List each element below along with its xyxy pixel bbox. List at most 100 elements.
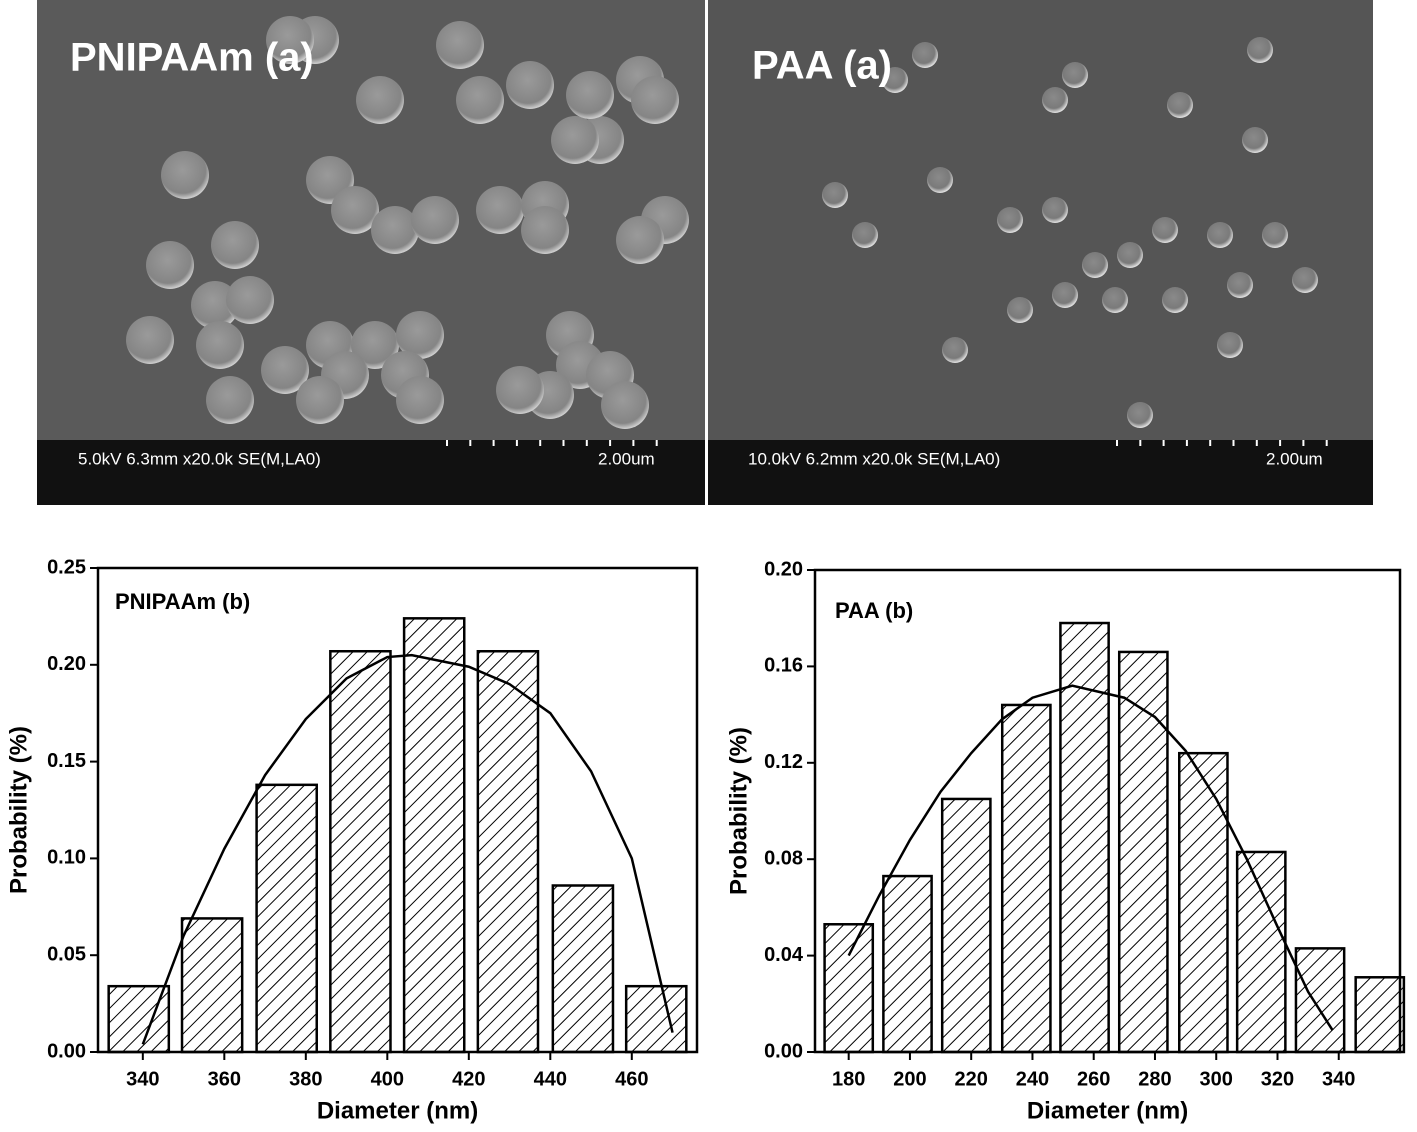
bar bbox=[255, 783, 318, 1054]
y-axis-label: Probability (%) bbox=[725, 727, 752, 895]
image-info: 10.0kV 6.2mm x20.0k SE(M,LA0) bbox=[748, 449, 1000, 468]
fit-curve bbox=[847, 684, 1334, 1031]
bar bbox=[1354, 976, 1406, 1054]
bar bbox=[476, 649, 540, 1054]
bar bbox=[1235, 850, 1287, 1054]
particle bbox=[1207, 222, 1233, 248]
x-tick-label: 380 bbox=[289, 1068, 322, 1090]
particle bbox=[852, 222, 878, 248]
particle bbox=[822, 182, 848, 208]
image-label: PAA (a) bbox=[752, 44, 892, 88]
bar bbox=[329, 649, 392, 1054]
bar bbox=[940, 797, 992, 1054]
particle bbox=[1102, 287, 1128, 313]
particle bbox=[331, 186, 379, 234]
particle bbox=[161, 151, 209, 199]
bar bbox=[624, 984, 688, 1054]
sem-image: PAA (a) 10.0kV 6.2mm x20.0k SE(M,LA0) 2.… bbox=[708, 0, 1373, 505]
plot-frame bbox=[96, 566, 699, 1054]
particle bbox=[1292, 267, 1318, 293]
particle bbox=[521, 206, 569, 254]
bar bbox=[1178, 751, 1229, 1054]
x-axis-label: Diameter (nm) bbox=[317, 1097, 478, 1124]
particle bbox=[266, 16, 314, 64]
plot-frame bbox=[813, 568, 1402, 1054]
particle bbox=[496, 366, 544, 414]
y-axis-label: Probability (%) bbox=[5, 726, 32, 894]
y-tick-label: 0.00 bbox=[764, 1040, 803, 1062]
bar bbox=[882, 874, 933, 1054]
bar bbox=[402, 617, 466, 1054]
x-tick-label: 360 bbox=[208, 1068, 241, 1090]
particle bbox=[1242, 127, 1268, 153]
particle bbox=[1042, 87, 1068, 113]
image-info: 5.0kV 6.3mm x20.0k SE(M,LA0) bbox=[78, 449, 321, 468]
fit-curve bbox=[141, 653, 674, 1045]
particle bbox=[126, 316, 174, 364]
particle bbox=[196, 321, 244, 369]
particle bbox=[1152, 217, 1178, 243]
particle bbox=[942, 337, 968, 363]
particle bbox=[997, 207, 1023, 233]
particle bbox=[1117, 242, 1143, 268]
x-tick-label: 320 bbox=[1261, 1068, 1294, 1090]
x-tick-label: 340 bbox=[126, 1068, 159, 1090]
particle bbox=[1217, 332, 1243, 358]
y-tick-label: 0.20 bbox=[764, 558, 803, 580]
y-tick-label: 0.12 bbox=[764, 751, 803, 773]
x-tick-label: 280 bbox=[1138, 1068, 1171, 1090]
particle bbox=[351, 321, 399, 369]
particle bbox=[1227, 272, 1253, 298]
x-tick-label: 400 bbox=[371, 1068, 404, 1090]
x-tick-label: 460 bbox=[615, 1068, 648, 1090]
particle bbox=[411, 196, 459, 244]
y-tick-label: 0.08 bbox=[764, 847, 803, 869]
particle bbox=[551, 116, 599, 164]
x-tick-label: 420 bbox=[452, 1068, 485, 1090]
particle bbox=[226, 276, 274, 324]
x-tick-label: 240 bbox=[1016, 1068, 1049, 1090]
chart-title: PAA (b) bbox=[835, 598, 913, 623]
particle bbox=[566, 71, 614, 119]
x-tick-label: 180 bbox=[832, 1068, 865, 1090]
particle bbox=[371, 206, 419, 254]
particle bbox=[1167, 92, 1193, 118]
y-tick-label: 0.20 bbox=[47, 653, 86, 675]
chart-title: PNIPAAm (b) bbox=[115, 589, 250, 614]
particle bbox=[1162, 287, 1188, 313]
bar bbox=[180, 917, 244, 1054]
particle bbox=[882, 67, 908, 93]
particle bbox=[1262, 222, 1288, 248]
y-tick-label: 0.16 bbox=[764, 655, 803, 677]
y-tick-label: 0.25 bbox=[47, 556, 86, 578]
particle bbox=[296, 376, 344, 424]
y-tick-label: 0.15 bbox=[47, 750, 86, 772]
particle bbox=[436, 21, 484, 69]
x-tick-label: 300 bbox=[1200, 1068, 1233, 1090]
particle bbox=[211, 221, 259, 269]
particle bbox=[1062, 62, 1088, 88]
x-tick-label: 260 bbox=[1077, 1068, 1110, 1090]
bar bbox=[1000, 703, 1052, 1054]
particle bbox=[631, 76, 679, 124]
particle bbox=[261, 346, 309, 394]
bar bbox=[1117, 650, 1169, 1054]
particle bbox=[146, 241, 194, 289]
particle bbox=[1127, 402, 1153, 428]
bar bbox=[107, 984, 171, 1054]
y-tick-label: 0.00 bbox=[47, 1040, 86, 1062]
y-tick-label: 0.10 bbox=[47, 847, 86, 869]
scale-label: 2.00um bbox=[1266, 449, 1323, 468]
y-tick-label: 0.05 bbox=[47, 943, 86, 965]
particle bbox=[1042, 197, 1068, 223]
particle bbox=[927, 167, 953, 193]
particle bbox=[616, 216, 664, 264]
particle bbox=[191, 281, 239, 329]
particle bbox=[1247, 37, 1273, 63]
bar bbox=[823, 923, 875, 1054]
x-tick-label: 440 bbox=[534, 1068, 567, 1090]
particle bbox=[601, 381, 649, 429]
x-tick-label: 200 bbox=[893, 1068, 926, 1090]
bar bbox=[551, 884, 615, 1054]
